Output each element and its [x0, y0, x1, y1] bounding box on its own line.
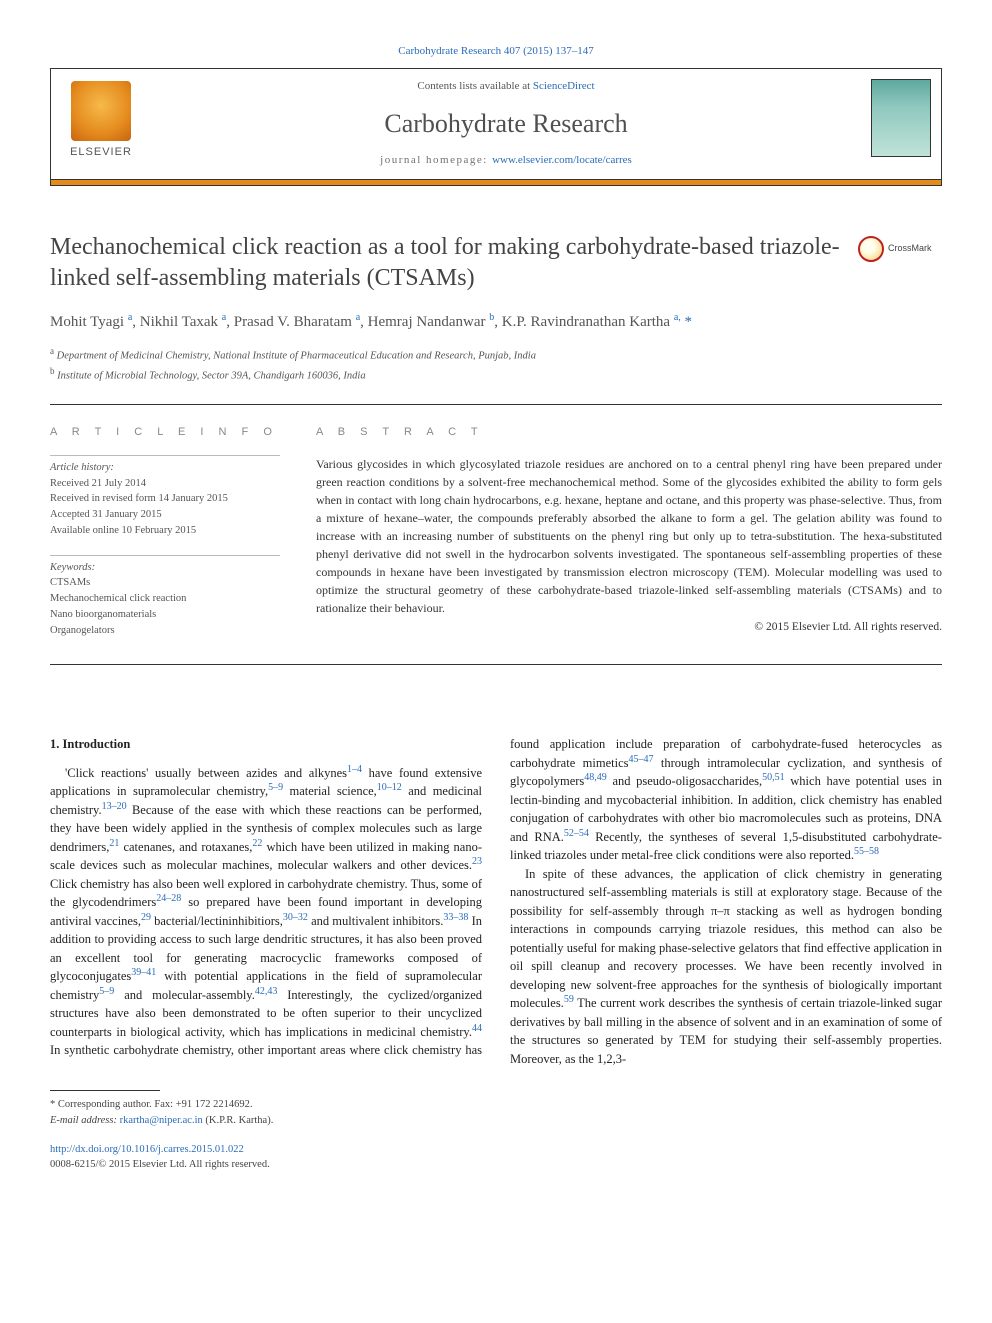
abstract-heading: A B S T R A C T	[316, 425, 942, 441]
authors-list: Mohit Tyagi a, Nikhil Taxak a, Prasad V.…	[50, 310, 942, 334]
affiliations: a Department of Medicinal Chemistry, Nat…	[50, 345, 942, 384]
history-received: Received 21 July 2014	[50, 476, 280, 492]
ref-link[interactable]: 59	[564, 994, 574, 1005]
corresponding-author: * Corresponding author. Fax: +91 172 221…	[50, 1097, 482, 1113]
ref-link[interactable]: 42,43	[255, 986, 278, 997]
doi-link[interactable]: http://dx.doi.org/10.1016/j.carres.2015.…	[50, 1144, 244, 1155]
accent-bar	[51, 180, 941, 185]
email-label: E-mail address:	[50, 1115, 117, 1126]
homepage-line: journal homepage: www.elsevier.com/locat…	[159, 153, 853, 169]
ref-link[interactable]: 44	[472, 1023, 482, 1034]
abstract-copyright: © 2015 Elsevier Ltd. All rights reserved…	[316, 619, 942, 636]
ref-link[interactable]: 48,49	[584, 772, 607, 783]
section-heading-intro: 1. Introduction	[50, 735, 482, 754]
ref-link[interactable]: 13–20	[102, 801, 127, 812]
ref-link[interactable]: 1–4	[347, 764, 362, 775]
crossmark-icon	[858, 236, 884, 262]
footnote-separator	[50, 1090, 160, 1091]
elsevier-tree-icon	[71, 81, 131, 141]
cover-thumbnail	[861, 69, 941, 179]
keyword: Nano bioorganomaterials	[50, 607, 280, 623]
ref-link[interactable]: 29	[141, 912, 151, 923]
crossmark-label: CrossMark	[888, 242, 932, 255]
keyword: CTSAMs	[50, 575, 280, 591]
ref-link[interactable]: 30–32	[283, 912, 308, 923]
ref-link[interactable]: 45–47	[628, 754, 653, 765]
cover-image	[871, 79, 931, 157]
affiliation-b: Institute of Microbial Technology, Secto…	[57, 370, 365, 381]
email-link[interactable]: rkartha@niper.ac.in	[120, 1115, 203, 1126]
affiliation-a: Department of Medicinal Chemistry, Natio…	[57, 351, 536, 362]
contents-line: Contents lists available at ScienceDirec…	[159, 79, 853, 95]
ref-link[interactable]: 33–38	[443, 912, 468, 923]
ref-link[interactable]: 39–41	[131, 967, 156, 978]
journal-header: ELSEVIER Contents lists available at Sci…	[50, 68, 942, 186]
ref-link[interactable]: 10–12	[377, 782, 402, 793]
sciencedirect-link[interactable]: ScienceDirect	[533, 80, 595, 92]
ref-link[interactable]: 21	[109, 838, 119, 849]
ref-link[interactable]: 22	[252, 838, 262, 849]
crossmark-badge[interactable]: CrossMark	[858, 236, 942, 262]
keywords-heading: Keywords:	[50, 560, 280, 576]
ref-link[interactable]: 55–58	[854, 846, 879, 857]
elsevier-label: ELSEVIER	[59, 145, 143, 161]
ref-link[interactable]: 52–54	[564, 828, 589, 839]
history-online: Available online 10 February 2015	[50, 523, 280, 539]
intro-paragraph-2: In spite of these advances, the applicat…	[510, 865, 942, 1069]
journal-reference: Carbohydrate Research 407 (2015) 137–147	[50, 44, 942, 60]
history-accepted: Accepted 31 January 2015	[50, 507, 280, 523]
elsevier-logo: ELSEVIER	[51, 69, 151, 179]
article-info-heading: A R T I C L E I N F O	[50, 425, 280, 441]
abstract-text: Various glycosides in which glycosylated…	[316, 455, 942, 617]
history-heading: Article history:	[50, 460, 280, 476]
article-title: Mechanochemical click reaction as a tool…	[50, 232, 942, 294]
article-history: Article history: Received 21 July 2014 R…	[50, 455, 280, 539]
issn-copyright: 0008-6215/© 2015 Elsevier Ltd. All right…	[50, 1159, 270, 1170]
ref-link[interactable]: 50,51	[762, 772, 785, 783]
footnotes: * Corresponding author. Fax: +91 172 221…	[50, 1097, 482, 1129]
doi-block: http://dx.doi.org/10.1016/j.carres.2015.…	[50, 1143, 482, 1172]
ref-link[interactable]: 5–9	[99, 986, 114, 997]
ref-link[interactable]: 23	[472, 856, 482, 867]
ref-link[interactable]: 24–28	[156, 893, 181, 904]
homepage-prefix: journal homepage:	[380, 154, 492, 166]
keyword: Mechanochemical click reaction	[50, 591, 280, 607]
ref-link[interactable]: 5–9	[268, 782, 283, 793]
body-columns: 1. Introduction 'Click reactions' usuall…	[50, 735, 942, 1068]
email-attribution: (K.P.R. Kartha).	[205, 1115, 273, 1126]
journal-name: Carbohydrate Research	[159, 105, 853, 143]
history-revised: Received in revised form 14 January 2015	[50, 491, 280, 507]
keywords-block: Keywords: CTSAMs Mechanochemical click r…	[50, 555, 280, 639]
keyword: Organogelators	[50, 623, 280, 639]
homepage-link[interactable]: www.elsevier.com/locate/carres	[492, 154, 632, 166]
contents-prefix: Contents lists available at	[417, 80, 532, 92]
